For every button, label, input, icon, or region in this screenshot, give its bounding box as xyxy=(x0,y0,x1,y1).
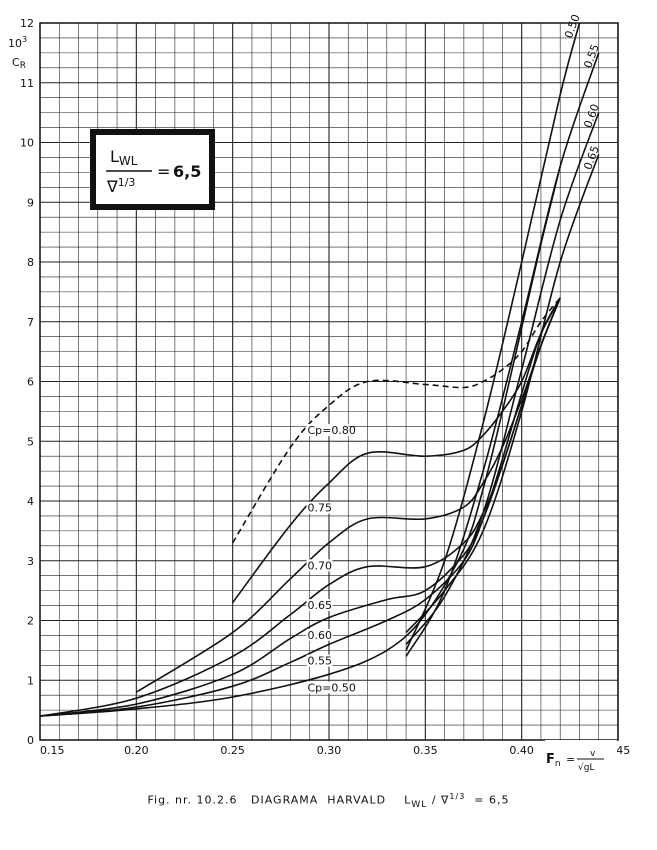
cp-curve-055 xyxy=(39,297,561,717)
svg-text:0.65: 0.65 xyxy=(308,599,333,612)
cp-label-075: 0.75 xyxy=(306,501,333,515)
x-axis-label: Fn = v √gL xyxy=(545,740,617,773)
y-tick-label: 4 xyxy=(27,495,34,508)
y-tick-label: 7 xyxy=(27,316,34,329)
svg-text:Cp=0.50: Cp=0.50 xyxy=(308,681,356,694)
x-tick-label: 0.25 xyxy=(220,744,245,757)
svg-text:∇1/3: ∇1/3 xyxy=(106,176,135,196)
cp-curve-070 xyxy=(135,297,561,693)
figure-caption: Fig. nr. 10.2.6 DIAGRAMA HARVALD LWL / ∇… xyxy=(147,792,510,810)
svg-text:LWL: LWL xyxy=(110,147,138,168)
title-box: LWL ∇1/3 = 6,5 xyxy=(90,129,215,210)
y-tick-label: 1 xyxy=(27,674,34,687)
title-equals: = xyxy=(157,162,170,181)
cp-label-055: 0.55 xyxy=(306,654,333,668)
x-tick-labels: 0.15 0.20 0.25 0.30 0.35 0.40 0.45 xyxy=(40,744,630,757)
svg-text:0.75: 0.75 xyxy=(308,502,333,515)
x-tick-label: 0.40 xyxy=(509,744,534,757)
y-axis-symbol: CR xyxy=(12,56,26,71)
svg-text:Cp=0.80: Cp=0.80 xyxy=(308,424,356,437)
cp-curve-080 xyxy=(232,297,561,544)
y-tick-label: 6 xyxy=(27,376,34,389)
svg-text:v: v xyxy=(590,749,596,759)
cp-curve-075 xyxy=(232,297,561,604)
y-tick-label: 3 xyxy=(27,555,34,568)
steep-curve-060 xyxy=(405,112,600,645)
cp-curve-065 xyxy=(39,297,561,717)
cp-curve-050 xyxy=(39,166,561,717)
steep-curve-050 xyxy=(405,22,581,651)
steep-curves: 0.500.550.600.65 xyxy=(405,13,602,657)
y-tick-label: 11 xyxy=(20,77,34,90)
cp-curve-060 xyxy=(39,297,561,717)
steep-curve-065 xyxy=(405,154,600,634)
svg-text:0.55: 0.55 xyxy=(308,655,333,668)
y-tick-label: 5 xyxy=(27,435,34,448)
cp-label-065: 0.65 xyxy=(306,599,333,612)
x-tick-label: 0.35 xyxy=(413,744,438,757)
svg-text:0.60: 0.60 xyxy=(308,629,333,642)
title-value: 6,5 xyxy=(173,162,201,181)
x-tick-label: 0.30 xyxy=(317,744,342,757)
svg-text:√gL: √gL xyxy=(578,762,594,773)
title-numerator-sub: WL xyxy=(119,154,138,168)
y-tick-label: 10 xyxy=(20,137,34,150)
y-tick-label: 8 xyxy=(27,256,34,269)
y-unit-label: 103 xyxy=(8,35,27,50)
x-tick-label: 0.20 xyxy=(124,744,149,757)
title-numerator: L xyxy=(110,147,119,166)
y-tick-label: 2 xyxy=(27,615,34,628)
cp-label-080: Cp=0.80 xyxy=(306,424,356,437)
cp-label-050: Cp=0.50 xyxy=(306,681,356,694)
plot-frame xyxy=(39,22,619,741)
cp-label-060: 0.60 xyxy=(306,628,333,642)
x-tick-label: 0.15 xyxy=(40,744,65,757)
y-tick-label: 9 xyxy=(27,196,34,209)
svg-text:Fn: Fn xyxy=(546,752,561,769)
y-tick-label: 0 xyxy=(27,734,34,747)
series-curves: Cp=0.50 0.55 0.60 0.65 0.70 0.75 Cp=0.80 xyxy=(39,166,561,717)
svg-text:0.70: 0.70 xyxy=(308,559,333,572)
y-tick-label: 12 xyxy=(20,17,34,30)
cp-label-070: 0.70 xyxy=(306,559,333,572)
title-denominator-sup: 1/3 xyxy=(118,176,136,189)
title-denominator: ∇ xyxy=(106,177,118,196)
svg-text:=: = xyxy=(566,753,575,766)
